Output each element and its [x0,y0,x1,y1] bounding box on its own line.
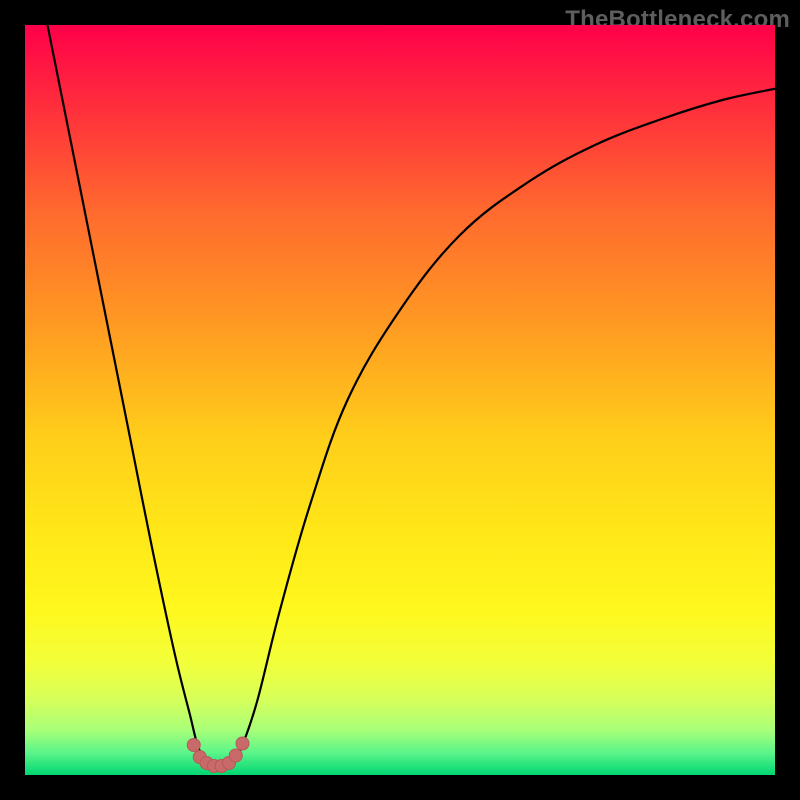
curve-marker [229,749,242,762]
figure-container: TheBottleneck.com [0,0,800,800]
bottleneck-chart [25,25,775,775]
plot-background [25,25,775,775]
curve-marker [236,737,249,750]
curve-marker [187,739,200,752]
